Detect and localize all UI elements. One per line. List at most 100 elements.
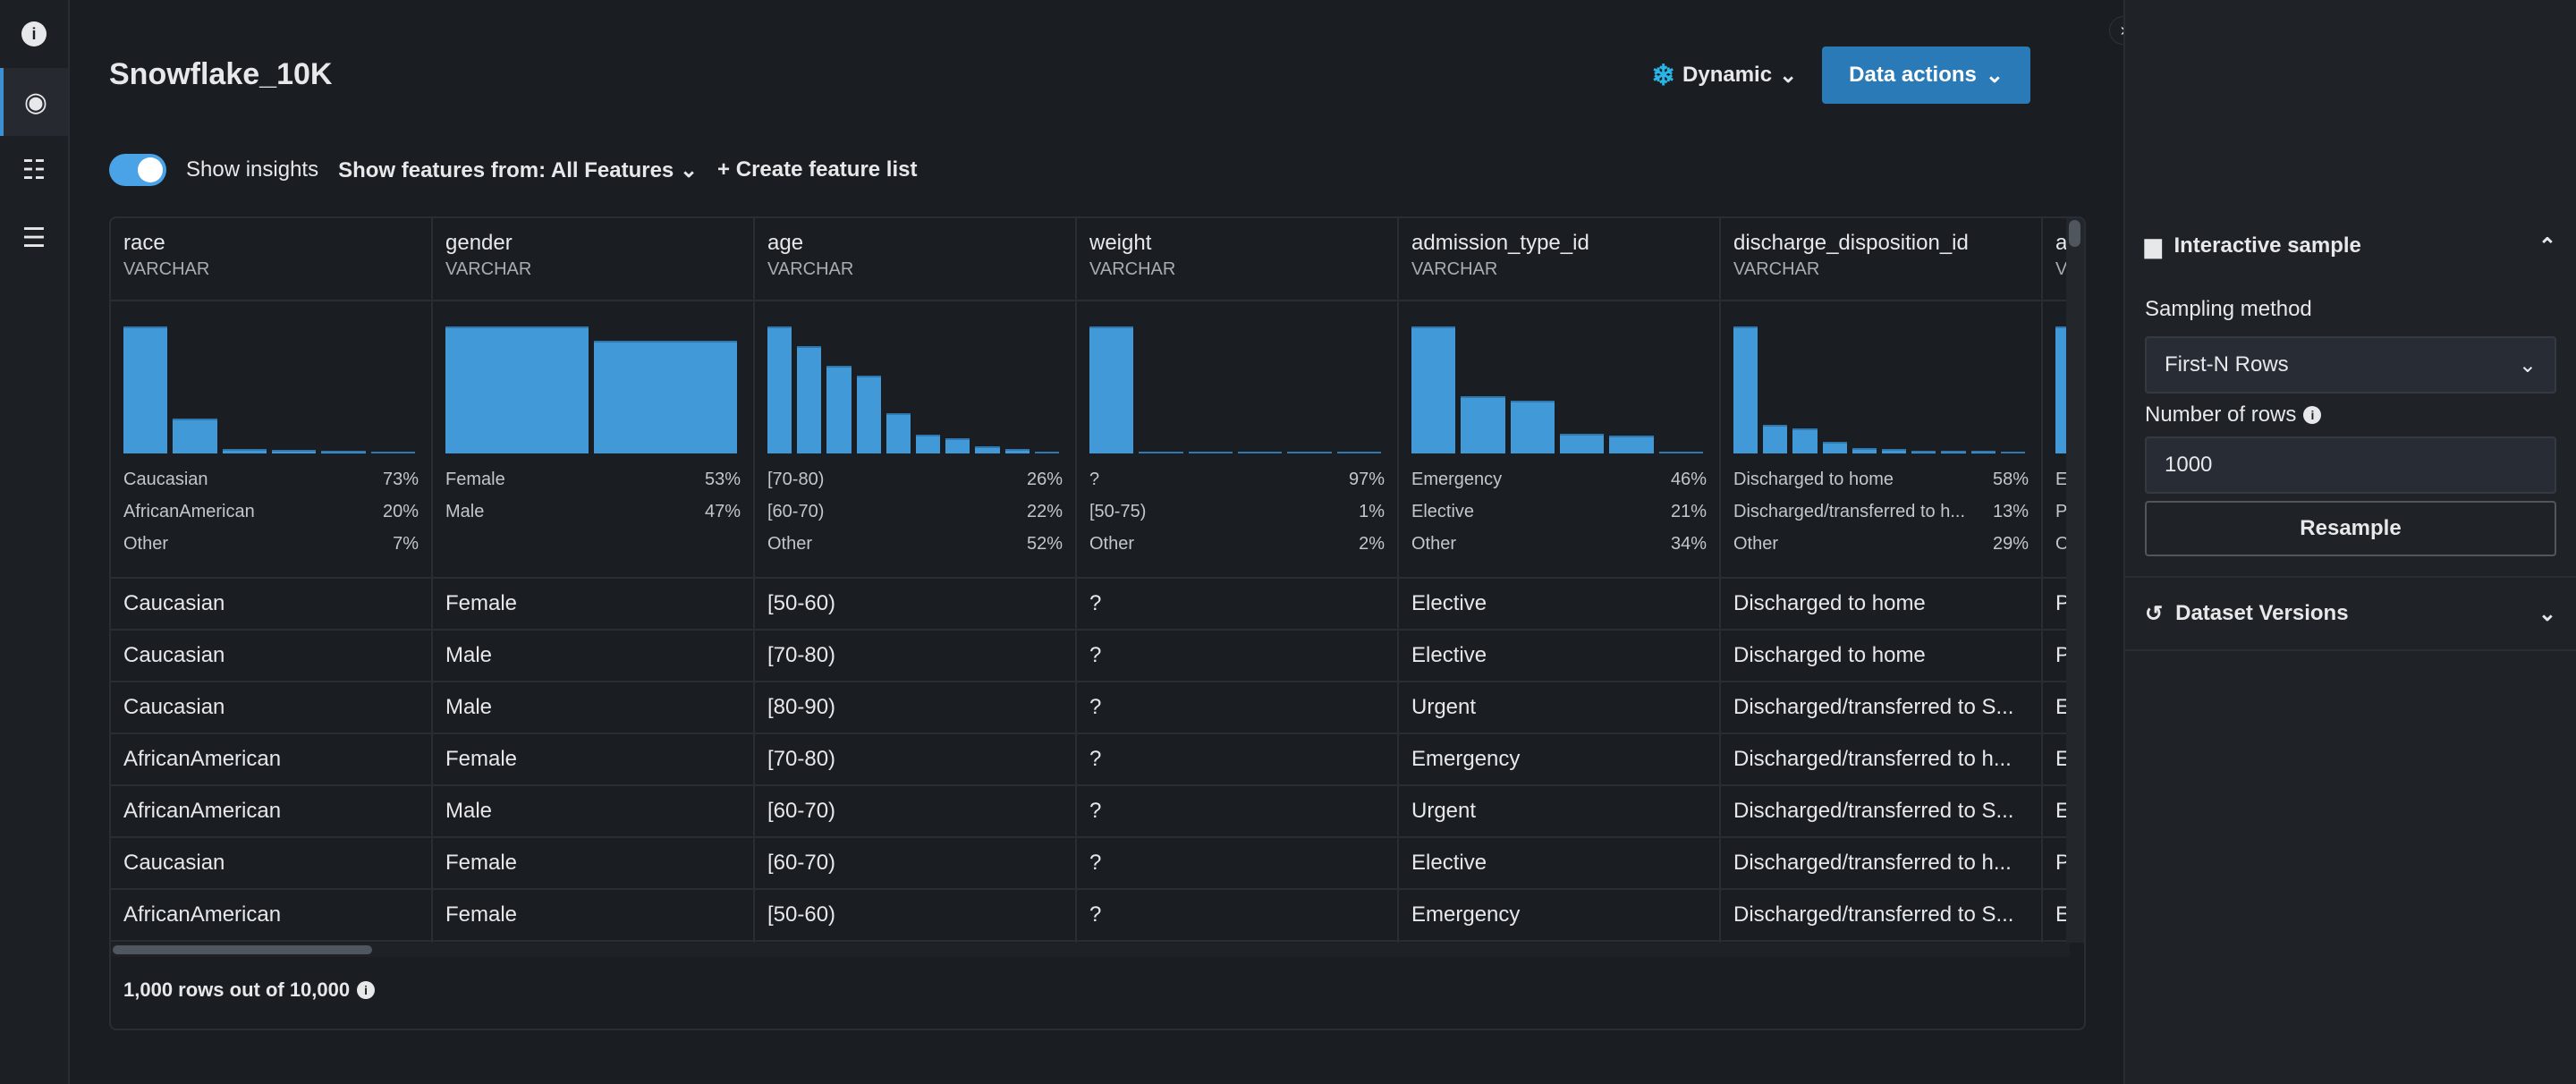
histogram-bar[interactable]: [886, 412, 911, 453]
histogram-bar[interactable]: [1658, 452, 1703, 453]
table-cell[interactable]: Urgent: [1399, 786, 1719, 838]
histogram-bar[interactable]: [797, 345, 822, 453]
info-icon[interactable]: i: [2303, 406, 2322, 424]
table-cell[interactable]: Emergency: [1399, 890, 1719, 942]
table-cell[interactable]: Caucasian: [111, 682, 431, 734]
table-cell[interactable]: Female: [433, 838, 753, 890]
histogram-bar[interactable]: [1852, 447, 1877, 453]
show-insights-toggle[interactable]: [109, 154, 166, 186]
histogram-bar[interactable]: [594, 341, 737, 453]
histogram-bar[interactable]: [856, 375, 881, 453]
table-cell[interactable]: ?: [1077, 579, 1397, 631]
histogram-bar[interactable]: [1238, 452, 1283, 453]
table-cell[interactable]: [50-60): [755, 579, 1075, 631]
table-cell[interactable]: [60-70): [755, 838, 1075, 890]
table-cell[interactable]: Female: [433, 734, 753, 786]
histogram-bar[interactable]: [767, 326, 792, 453]
info-icon[interactable]: i: [357, 981, 376, 999]
histogram-bar[interactable]: [1882, 448, 1907, 453]
table-cell[interactable]: Discharged/transferred to S...: [1721, 786, 2041, 838]
histogram-bar[interactable]: [1411, 326, 1456, 453]
table-cell[interactable]: Male: [433, 682, 753, 734]
histogram-bar[interactable]: [945, 438, 970, 453]
histogram-bar[interactable]: [2000, 451, 2025, 453]
table-cell[interactable]: [70-80): [755, 734, 1075, 786]
histogram-bar[interactable]: [445, 326, 589, 453]
table-cell[interactable]: Elective: [1399, 631, 1719, 682]
table-cell[interactable]: Discharged to home: [1721, 579, 2041, 631]
table-cell[interactable]: Discharged/transferred to h...: [1721, 838, 2041, 890]
column-header[interactable]: race VARCHAR: [111, 218, 431, 301]
histogram-bar[interactable]: [1733, 326, 1758, 453]
histogram-bar[interactable]: [1941, 450, 1966, 453]
table-cell[interactable]: ?: [1077, 838, 1397, 890]
histogram-bar[interactable]: [272, 450, 317, 453]
histogram-bar[interactable]: [1970, 451, 1996, 453]
table-cell[interactable]: Discharged/transferred to S...: [1721, 890, 2041, 942]
rail-list[interactable]: ☰: [0, 204, 68, 272]
table-cell[interactable]: Discharged to home: [1721, 631, 2041, 682]
histogram-bar[interactable]: [1089, 326, 1134, 453]
histogram-bar[interactable]: [1336, 452, 1381, 453]
histogram-bar[interactable]: [1034, 452, 1059, 453]
column-header[interactable]: discharge_disposition_id VARCHAR: [1721, 218, 2041, 301]
table-cell[interactable]: Male: [433, 631, 753, 682]
table-cell[interactable]: [80-90): [755, 682, 1075, 734]
column-header[interactable]: admission_type_id VARCHAR: [1399, 218, 1719, 301]
table-cell[interactable]: ?: [1077, 890, 1397, 942]
table-cell[interactable]: AfricanAmerican: [111, 734, 431, 786]
rail-data-grid[interactable]: ☷: [0, 136, 68, 204]
data-actions-button[interactable]: Data actions ⌄: [1822, 47, 2030, 104]
table-cell[interactable]: Female: [433, 890, 753, 942]
rail-data-preview[interactable]: ◉: [0, 68, 68, 136]
table-cell[interactable]: Elective: [1399, 579, 1719, 631]
table-cell[interactable]: Caucasian: [111, 579, 431, 631]
histogram-bar[interactable]: [1763, 424, 1788, 453]
table-cell[interactable]: ?: [1077, 682, 1397, 734]
histogram-bar[interactable]: [1004, 448, 1030, 453]
histogram-bar[interactable]: [1139, 452, 1183, 453]
table-cell[interactable]: Elective: [1399, 838, 1719, 890]
histogram-bar[interactable]: [321, 451, 366, 453]
table-cell[interactable]: [60-70): [755, 786, 1075, 838]
create-feature-list-button[interactable]: + Create feature list: [717, 157, 918, 182]
vertical-scrollbar[interactable]: [2066, 218, 2084, 943]
histogram-bar[interactable]: [1287, 452, 1332, 453]
table-cell[interactable]: ?: [1077, 631, 1397, 682]
table-cell[interactable]: [50-60): [755, 890, 1075, 942]
table-cell[interactable]: ?: [1077, 734, 1397, 786]
rows-input[interactable]: 1000: [2145, 436, 2556, 494]
column-header[interactable]: age VARCHAR: [755, 218, 1075, 301]
histogram-bar[interactable]: [1609, 435, 1654, 453]
table-cell[interactable]: Discharged/transferred to S...: [1721, 682, 2041, 734]
histogram-bar[interactable]: [1792, 428, 1818, 453]
table-cell[interactable]: Discharged/transferred to h...: [1721, 734, 2041, 786]
rail-info[interactable]: i: [0, 0, 68, 68]
histogram-bar[interactable]: [1822, 441, 1847, 453]
table-cell[interactable]: Caucasian: [111, 631, 431, 682]
horizontal-scrollbar[interactable]: [111, 943, 2070, 957]
histogram-bar[interactable]: [1560, 434, 1605, 453]
table-cell[interactable]: Emergency: [1399, 734, 1719, 786]
histogram-bar[interactable]: [1510, 401, 1555, 453]
histogram-bar[interactable]: [826, 366, 852, 453]
table-cell[interactable]: Male: [433, 786, 753, 838]
histogram-bar[interactable]: [370, 452, 415, 453]
interactive-sample-header[interactable]: ▆ Interactive sample ⌃: [2145, 233, 2556, 258]
column-header[interactable]: weight VARCHAR: [1077, 218, 1397, 301]
histogram-bar[interactable]: [1461, 396, 1505, 453]
table-cell[interactable]: Urgent: [1399, 682, 1719, 734]
table-cell[interactable]: [70-80): [755, 631, 1075, 682]
histogram-bar[interactable]: [1188, 452, 1233, 453]
histogram-bar[interactable]: [173, 419, 217, 453]
dataset-versions-header[interactable]: ↺ Dataset Versions ⌄: [2145, 601, 2556, 626]
table-cell[interactable]: AfricanAmerican: [111, 890, 431, 942]
dynamic-dropdown[interactable]: ❄ Dynamic ⌄: [1651, 58, 1797, 92]
histogram-bar[interactable]: [123, 326, 168, 453]
table-cell[interactable]: Caucasian: [111, 838, 431, 890]
table-cell[interactable]: ?: [1077, 786, 1397, 838]
histogram-bar[interactable]: [975, 446, 1000, 453]
features-dropdown[interactable]: Show features from: All Features ⌄: [338, 157, 699, 182]
table-cell[interactable]: Female: [433, 579, 753, 631]
resample-button[interactable]: Resample: [2145, 501, 2556, 556]
